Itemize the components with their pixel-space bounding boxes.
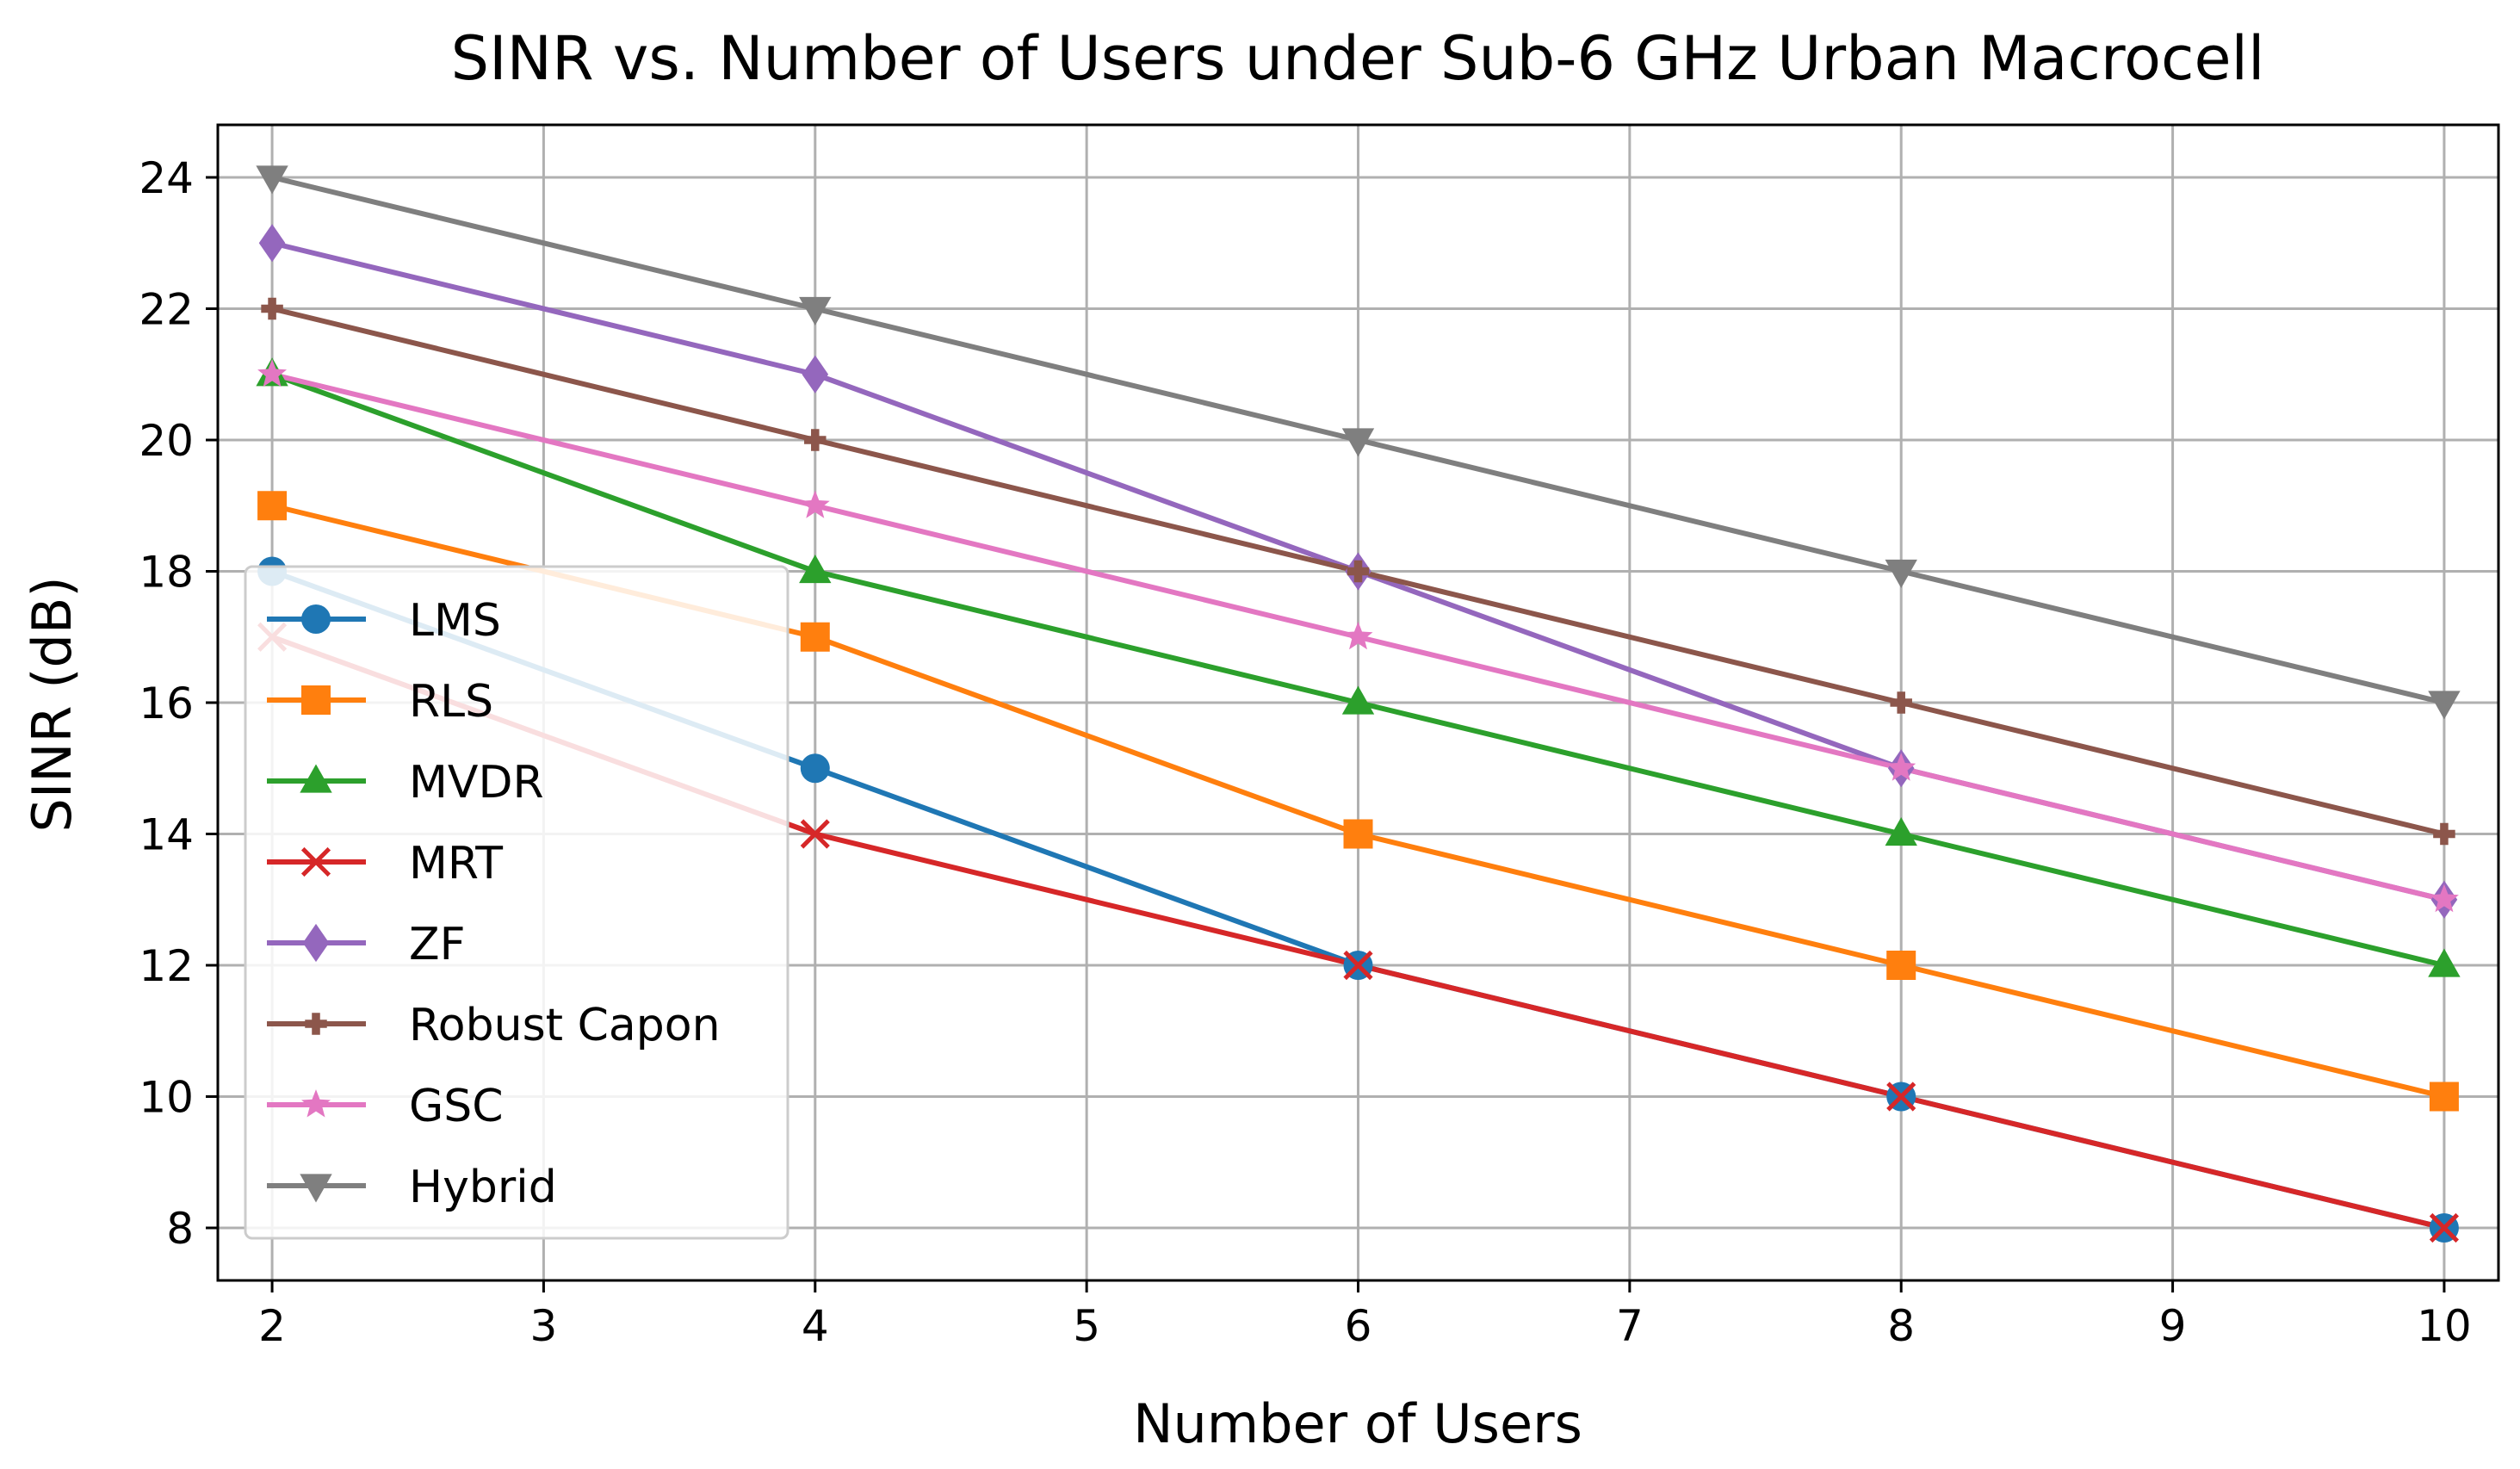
legend-item: GSC [267,1081,504,1132]
data-point [1347,560,1370,583]
data-point [305,1013,327,1035]
y-axis-label: SINR (dB) [21,576,84,832]
data-point [300,764,332,793]
data-point [800,622,830,652]
data-point [2428,691,2461,720]
data-point [2429,1212,2459,1243]
legend-item: ZF [267,919,466,970]
legend-item: Hybrid [267,1162,557,1213]
data-point [256,165,288,195]
legend-label: MRT [409,838,503,889]
data-point [258,224,286,263]
legend-label: ZF [409,919,466,970]
legend-label: RLS [409,676,493,728]
data-point [800,753,830,784]
data-point [302,923,330,963]
data-point [1890,691,1912,714]
y-tick-label: 16 [139,679,194,728]
y-tick-label: 14 [139,810,194,860]
data-point [301,604,331,634]
y-tick-label: 18 [139,548,194,598]
y-tick-label: 10 [139,1073,194,1123]
data-point [1886,951,1916,980]
data-point [1341,428,1375,457]
data-point [257,358,288,387]
legend-item: MVDR [267,757,544,809]
data-point [800,490,830,518]
data-point [802,355,829,394]
y-tick-label: 24 [139,153,194,203]
data-point [300,1174,332,1203]
chart-title: SINR vs. Number of Users under Sub-6 GHz… [451,23,2265,94]
x-tick-label: 8 [1887,1301,1915,1351]
x-tick-label: 3 [530,1301,558,1351]
data-point [1886,753,1916,781]
x-tick-label: 5 [1073,1301,1100,1351]
legend-item: LMS [267,595,501,647]
legend-label: LMS [409,595,501,647]
x-axis-label: Number of Users [1133,1392,1582,1455]
legend: LMS RLS MVDR MRT ZF Robust Capon GSC Hybrid [244,565,789,1240]
y-tick-label: 12 [139,941,194,991]
legend-label: Hybrid [409,1162,557,1213]
legend-label: GSC [409,1081,504,1132]
data-point [1885,816,1917,846]
data-point [2429,1082,2459,1112]
series-markers [256,165,2461,1243]
legend-label: Robust Capon [409,1000,721,1051]
data-point [2433,822,2455,846]
data-point [1341,685,1375,715]
data-point [2428,948,2461,977]
legend-label: MVDR [409,757,544,809]
data-point [301,1089,331,1118]
data-point [799,554,832,584]
data-point [2429,883,2459,913]
y-tick-label: 8 [166,1204,194,1254]
x-tick-label: 4 [802,1301,829,1351]
y-tick-label: 20 [139,416,194,466]
y-tick-label: 22 [139,285,194,335]
data-point [1343,950,1373,981]
data-point [257,491,288,521]
data-point [300,846,331,877]
x-tick-label: 9 [2159,1301,2187,1351]
y-axis-ticks: 8 10 12 14 16 18 20 22 24 [139,153,218,1254]
legend-item: RLS [267,676,493,728]
legend-box [244,565,789,1240]
x-tick-label: 7 [1616,1301,1644,1351]
data-point [1886,1082,1916,1112]
x-tick-label: 10 [2417,1301,2472,1351]
data-point [800,819,830,849]
data-point [301,685,331,715]
data-point [804,429,827,451]
data-point [1343,621,1373,650]
legend-item: MRT [267,838,503,889]
x-axis-ticks: 2 3 4 5 6 7 8 9 10 [258,1280,2472,1351]
data-point [1885,559,1917,589]
legend-item: Robust Capon [267,1000,721,1051]
data-point [1343,819,1373,849]
x-tick-label: 6 [1345,1301,1372,1351]
data-point [261,297,283,320]
x-tick-label: 2 [258,1301,286,1351]
data-point [799,296,832,326]
